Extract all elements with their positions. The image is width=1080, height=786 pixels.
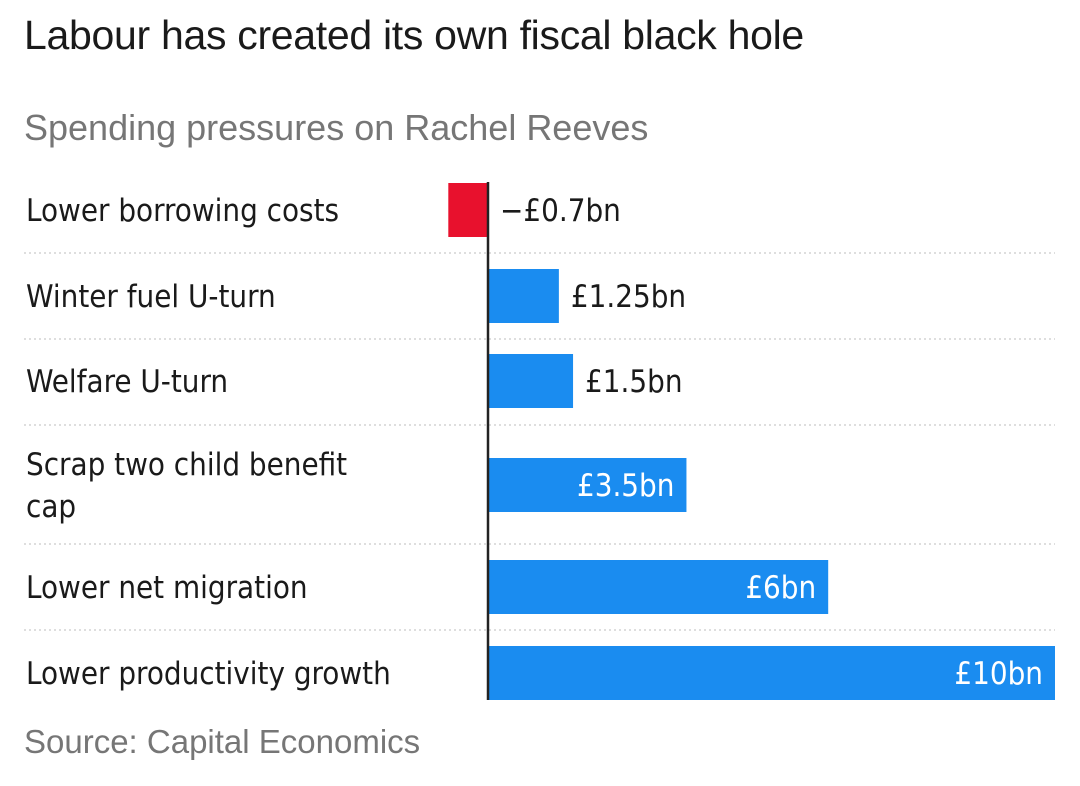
category-label: Scrap two child benefit cap <box>26 447 347 525</box>
category-label: Winter fuel U-turn <box>26 279 276 315</box>
category-label: Welfare U-turn <box>26 364 228 400</box>
chart-subtitle: Spending pressures on Rachel Reeves <box>24 107 649 148</box>
bar <box>488 269 559 323</box>
category-label: Lower productivity growth <box>26 656 391 692</box>
data-label: £6bn <box>745 570 816 606</box>
bar <box>488 560 829 614</box>
category-label: Lower net migration <box>26 570 308 606</box>
source-note: Source: Capital Economics <box>24 723 421 760</box>
data-label: £1.5bn <box>585 364 682 400</box>
bar <box>488 646 1055 700</box>
data-label: £10bn <box>954 656 1043 692</box>
bar <box>448 183 488 237</box>
bar <box>488 354 574 408</box>
category-label: Lower borrowing costs <box>26 193 339 229</box>
data-label: £1.25bn <box>571 279 686 315</box>
data-label: £3.5bn <box>577 468 674 504</box>
data-label: −£0.7bn <box>500 193 621 229</box>
bar <box>488 458 687 512</box>
chart-title: Labour has created its own fiscal black … <box>24 12 804 58</box>
